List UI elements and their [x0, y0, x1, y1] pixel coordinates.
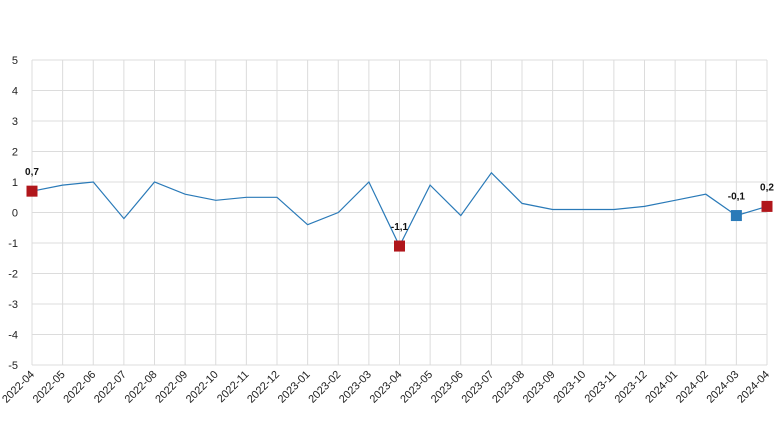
y-axis-ticks: 5 4 3 2 1 0 -1 -2 -3 -4 -5	[8, 55, 18, 372]
x-tick-label: 2023-07	[459, 369, 496, 406]
data-point-marker	[26, 185, 38, 197]
x-axis-ticks: 2022-042022-052022-062022-072022-082022-…	[0, 369, 772, 406]
data-point-marker	[730, 210, 742, 222]
x-tick-label: 2022-12	[245, 369, 282, 406]
y-tick-label: 4	[12, 86, 18, 98]
x-tick-label: 2023-11	[583, 369, 619, 405]
y-tick-label: 2	[12, 147, 18, 159]
x-tick-label: 2023-05	[398, 369, 435, 406]
x-tick-label: 2023-10	[551, 369, 588, 406]
x-tick-label: 2023-02	[306, 369, 343, 406]
x-tick-label: 2023-03	[337, 369, 374, 406]
y-tick-label: -5	[8, 360, 18, 372]
marker-layer: 0,7 -1,1 -0,1 0,2	[25, 167, 774, 252]
y-tick-label: 5	[12, 55, 18, 67]
y-tick-label: 3	[12, 116, 18, 128]
x-tick-label: 2024-04	[735, 369, 772, 406]
x-tick-label: 2023-09	[521, 369, 558, 406]
x-tick-label: 2023-12	[613, 369, 650, 406]
x-tick-label: 2022-06	[61, 369, 98, 406]
x-tick-label: 2024-01	[643, 369, 680, 406]
y-tick-label: -1	[8, 238, 18, 250]
x-tick-label: 2022-08	[123, 369, 160, 406]
x-tick-label: 2023-04	[368, 369, 405, 406]
data-label: 0,7	[25, 167, 39, 178]
x-tick-label: 2022-09	[153, 369, 190, 406]
data-point-marker	[394, 240, 405, 252]
x-tick-label: 2022-05	[31, 369, 68, 406]
x-tick-label: 2023-08	[490, 369, 527, 406]
x-tick-label: 2022-10	[184, 369, 221, 406]
data-point-marker	[761, 200, 773, 212]
grid-layer	[31, 59, 768, 366]
y-tick-label: -4	[8, 330, 18, 342]
x-tick-label: 2022-04	[0, 369, 37, 406]
x-tick-label: 2022-11	[215, 369, 251, 405]
data-label: -1,1	[391, 222, 409, 233]
data-label: 0,2	[760, 182, 774, 193]
y-tick-label: 1	[12, 177, 18, 189]
x-tick-label: 2023-01	[276, 369, 313, 406]
x-tick-label: 2024-02	[674, 369, 711, 406]
y-tick-label: 0	[12, 208, 18, 220]
x-tick-label: 2024-03	[704, 369, 741, 406]
data-label: -0,1	[728, 192, 746, 203]
x-tick-label: 2023-06	[429, 369, 466, 406]
y-tick-label: -3	[8, 299, 18, 311]
x-tick-label: 2022-07	[92, 369, 129, 406]
y-tick-label: -2	[8, 269, 18, 281]
